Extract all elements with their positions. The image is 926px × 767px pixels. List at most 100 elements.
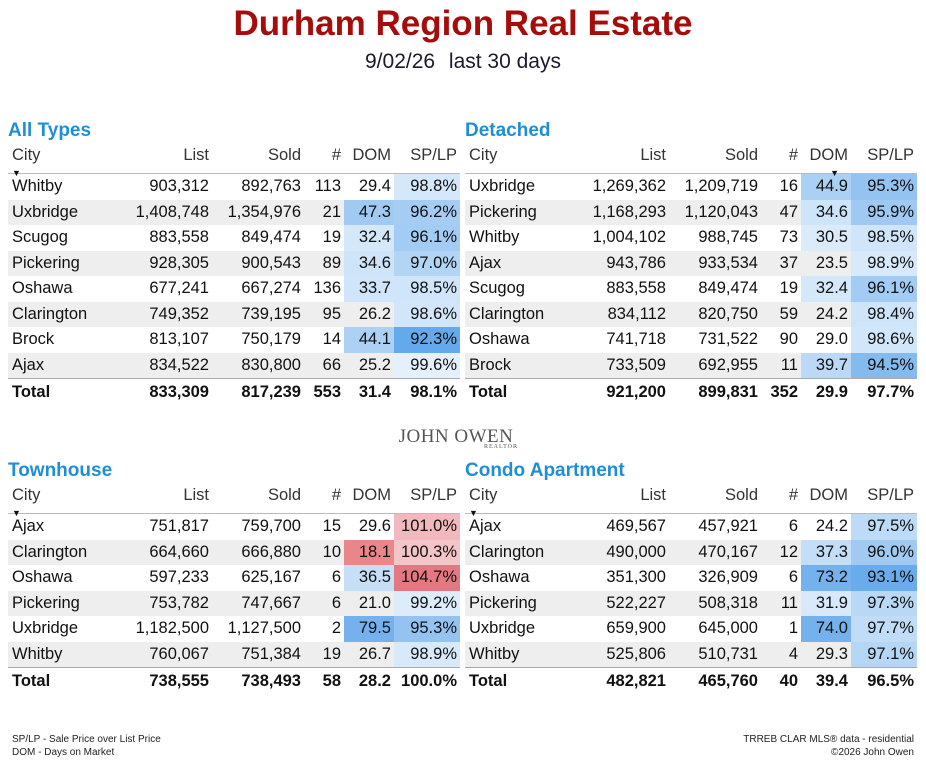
table-row[interactable]: Pickering 928,305 900,543 89 34.6 97.0% xyxy=(8,250,460,276)
table-row[interactable]: Oshawa 597,233 625,167 6 36.5 104.7% xyxy=(8,565,460,591)
column-header-list[interactable]: List ▼ xyxy=(577,146,839,178)
cell-dom: 29.6 xyxy=(358,517,391,536)
cell-list: 659,900 xyxy=(606,619,666,638)
cell-num: 37 xyxy=(761,250,801,276)
column-header-list[interactable]: List xyxy=(577,486,669,514)
cell-city: Clarington xyxy=(8,539,120,565)
cell-city: Pickering xyxy=(465,590,577,616)
column-header-sold[interactable]: Sold xyxy=(669,146,761,174)
column-header-label: # xyxy=(331,486,341,504)
table-row[interactable]: Uxbridge 1,408,748 1,354,976 21 47.3 96.2% xyxy=(8,199,460,225)
cell-dom: 34.6 xyxy=(801,199,851,225)
cell-city: Whitby xyxy=(12,177,63,196)
table-row[interactable]: Brock 733,509 692,955 11 39.7 94.5% xyxy=(465,352,917,379)
table-row[interactable]: Clarington 834,112 820,750 59 24.2 98.4% xyxy=(465,301,917,327)
cell-city: Ajax xyxy=(469,517,502,536)
column-header-sold[interactable]: Sold xyxy=(212,486,304,514)
total-dom: 31.4 xyxy=(344,378,394,405)
cell-num: 90 xyxy=(779,330,798,349)
cell-sold: 326,909 xyxy=(698,568,758,587)
table-row[interactable]: Pickering 753,782 747,667 6 21.0 99.2% xyxy=(8,590,460,616)
column-header-city[interactable]: City ▼ xyxy=(8,486,120,518)
column-header-dom[interactable]: DOM xyxy=(801,486,851,514)
table-row[interactable]: Whitby 903,312 892,763 113 29.4 98.8% xyxy=(8,173,460,200)
column-header-city[interactable]: City ▼ xyxy=(465,486,577,518)
column-header-splp[interactable]: SP/LP xyxy=(851,146,917,174)
table-row[interactable]: Ajax 751,817 759,700 15 29.6 101.0% xyxy=(8,513,460,540)
column-header-num[interactable]: # xyxy=(761,486,801,514)
table-row[interactable]: Clarington 490,000 470,167 12 37.3 96.0% xyxy=(465,539,917,565)
sort-descending-icon[interactable]: ▼ xyxy=(830,168,839,178)
table-row[interactable]: Whitby 525,806 510,731 4 29.3 97.1% xyxy=(465,641,917,668)
cell-sold: 739,195 xyxy=(212,301,304,327)
cell-num: 136 xyxy=(313,279,341,298)
cell-splp: 96.2% xyxy=(394,199,460,225)
data-table: City ▼ List Sold # DOM SP/LP Ajax 751,817 759,700… xyxy=(8,486,460,694)
total-row: Total 738,555 738,493 58 28.2 100.0% xyxy=(8,667,460,694)
column-header-city[interactable]: City ▼ xyxy=(8,146,120,178)
table-row[interactable]: Oshawa 677,241 667,274 136 33.7 98.5% xyxy=(8,276,460,302)
cell-num: 10 xyxy=(304,539,344,565)
column-header-city[interactable]: City xyxy=(465,146,577,174)
total-city: Total xyxy=(8,378,120,405)
cell-sold: 933,534 xyxy=(669,250,761,276)
sort-descending-icon[interactable]: ▼ xyxy=(469,508,478,518)
table-row[interactable]: Ajax 943,786 933,534 37 23.5 98.9% xyxy=(465,250,917,276)
cell-sold: 1,127,500 xyxy=(227,619,301,638)
column-header-dom[interactable]: DOM xyxy=(344,146,394,174)
total-num: 553 xyxy=(304,378,344,405)
column-header-list[interactable]: List xyxy=(120,146,212,174)
cell-splp: 95.3% xyxy=(851,173,917,200)
total-row: Total 833,309 817,239 553 31.4 98.1% xyxy=(8,378,460,405)
cell-sold: 457,921 xyxy=(698,517,758,536)
cell-num: 2 xyxy=(331,619,341,638)
table-row[interactable]: Brock 813,107 750,179 14 44.1 92.3% xyxy=(8,327,460,353)
column-header-list[interactable]: List xyxy=(120,486,212,514)
cell-num: 47 xyxy=(761,199,801,225)
cell-splp: 99.6% xyxy=(394,352,460,379)
column-header-num[interactable]: # xyxy=(304,486,344,514)
table-row[interactable]: Uxbridge 659,900 645,000 1 74.0 97.7% xyxy=(465,616,917,642)
cell-num: 15 xyxy=(322,517,341,536)
table-row[interactable]: Pickering 522,227 508,318 11 31.9 97.3% xyxy=(465,590,917,616)
table-row[interactable]: Scugog 883,558 849,474 19 32.4 96.1% xyxy=(465,276,917,302)
cell-sold: 1,120,043 xyxy=(669,199,761,225)
sort-descending-icon[interactable]: ▼ xyxy=(12,168,21,178)
cell-dom: 33.7 xyxy=(344,276,394,302)
column-header-sold[interactable]: Sold xyxy=(669,486,761,514)
column-header-splp[interactable]: SP/LP xyxy=(394,486,460,514)
table-row[interactable]: Ajax 834,522 830,800 66 25.2 99.6% xyxy=(8,352,460,379)
cell-city: Uxbridge xyxy=(12,619,79,638)
table-row[interactable]: Scugog 883,558 849,474 19 32.4 96.1% xyxy=(8,225,460,251)
column-header-label: List xyxy=(183,486,209,504)
table-row[interactable]: Pickering 1,168,293 1,120,043 47 34.6 95.9% xyxy=(465,199,917,225)
sort-descending-icon[interactable]: ▼ xyxy=(12,508,21,518)
cell-num: 6 xyxy=(304,590,344,616)
column-header-splp[interactable]: SP/LP xyxy=(851,486,917,514)
table-row[interactable]: Uxbridge 1,182,500 1,127,500 2 79.5 95.3% xyxy=(8,616,460,642)
column-header-dom[interactable]: DOM xyxy=(344,486,394,514)
table-row[interactable]: Whitby 760,067 751,384 19 26.7 98.9% xyxy=(8,641,460,668)
table-row[interactable]: Uxbridge 1,269,362 1,209,719 16 44.9 95.3% xyxy=(465,173,917,200)
table-row[interactable]: Oshawa 741,718 731,522 90 29.0 98.6% xyxy=(465,327,917,353)
column-header-label: DOM xyxy=(352,486,392,504)
cell-list: 813,107 xyxy=(149,330,209,349)
table-row[interactable]: Clarington 749,352 739,195 95 26.2 98.6% xyxy=(8,301,460,327)
cell-splp: 94.5% xyxy=(851,352,917,379)
table-row[interactable]: Ajax 469,567 457,921 6 24.2 97.5% xyxy=(465,513,917,540)
table-row[interactable]: Whitby 1,004,102 988,745 73 30.5 98.5% xyxy=(465,225,917,251)
cell-dom: 25.2 xyxy=(344,352,394,379)
column-header-num[interactable]: # xyxy=(304,146,344,174)
table-row[interactable]: Oshawa 351,300 326,909 6 73.2 93.1% xyxy=(465,565,917,591)
column-header-sold[interactable]: Sold xyxy=(212,146,304,174)
cell-city: Oshawa xyxy=(12,279,73,298)
column-header-splp[interactable]: SP/LP xyxy=(394,146,460,174)
cell-list: 733,509 xyxy=(577,352,669,379)
table-row[interactable]: Clarington 664,660 666,880 10 18.1 100.3% xyxy=(8,539,460,565)
cell-sold: 692,955 xyxy=(669,352,761,379)
column-header-label: Sold xyxy=(267,486,301,504)
column-header-dom[interactable]: DOM xyxy=(801,146,851,174)
cell-num: 89 xyxy=(304,250,344,276)
column-header-num[interactable]: # xyxy=(761,146,801,174)
cell-sold: 731,522 xyxy=(698,330,758,349)
